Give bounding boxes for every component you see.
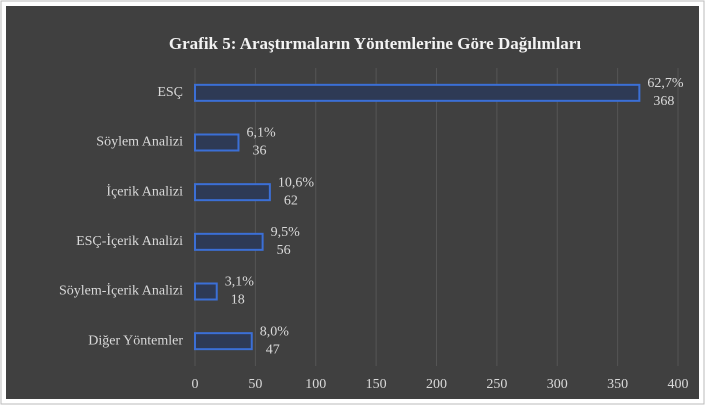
x-tick-label: 50 bbox=[248, 377, 262, 392]
percent-label: 8,0% bbox=[260, 324, 290, 339]
y-tick-label: ESÇ-İçerik Analizi bbox=[76, 233, 183, 249]
percent-label: 6,1% bbox=[246, 126, 276, 141]
x-tick-label: 300 bbox=[547, 377, 568, 392]
chart-title: Grafik 5: Araştırmaların Yöntemlerine Gö… bbox=[169, 34, 581, 53]
value-label: 18 bbox=[231, 293, 245, 308]
value-label: 56 bbox=[277, 243, 291, 258]
y-tick-label: ESÇ bbox=[157, 85, 183, 100]
bar bbox=[194, 183, 271, 202]
bar bbox=[194, 133, 240, 152]
bar bbox=[194, 332, 253, 351]
chart-background bbox=[6, 6, 699, 399]
y-tick-label: Diğer Yöntemler bbox=[88, 333, 183, 348]
y-tick-label: Söylem Analizi bbox=[96, 135, 183, 150]
x-tick-label: 350 bbox=[607, 377, 628, 392]
x-tick-label: 400 bbox=[668, 377, 689, 392]
percent-label: 9,5% bbox=[271, 225, 301, 240]
x-tick-label: 150 bbox=[366, 377, 387, 392]
bar bbox=[194, 83, 641, 102]
value-label: 368 bbox=[653, 94, 674, 109]
bar bbox=[194, 232, 264, 251]
x-tick-label: 250 bbox=[486, 377, 507, 392]
percent-label: 10,6% bbox=[278, 175, 315, 190]
value-label: 36 bbox=[252, 144, 266, 159]
y-tick-label: Söylem-İçerik Analizi bbox=[59, 283, 183, 299]
x-tick-label: 200 bbox=[426, 377, 447, 392]
bar bbox=[194, 282, 218, 301]
x-tick-label: 100 bbox=[305, 377, 326, 392]
value-label: 62 bbox=[284, 193, 298, 208]
percent-label: 3,1% bbox=[225, 275, 255, 290]
y-tick-label: İçerik Analizi bbox=[106, 183, 183, 199]
value-label: 47 bbox=[266, 342, 280, 357]
x-tick-label: 0 bbox=[192, 377, 199, 392]
percent-label: 62,7% bbox=[647, 76, 684, 91]
